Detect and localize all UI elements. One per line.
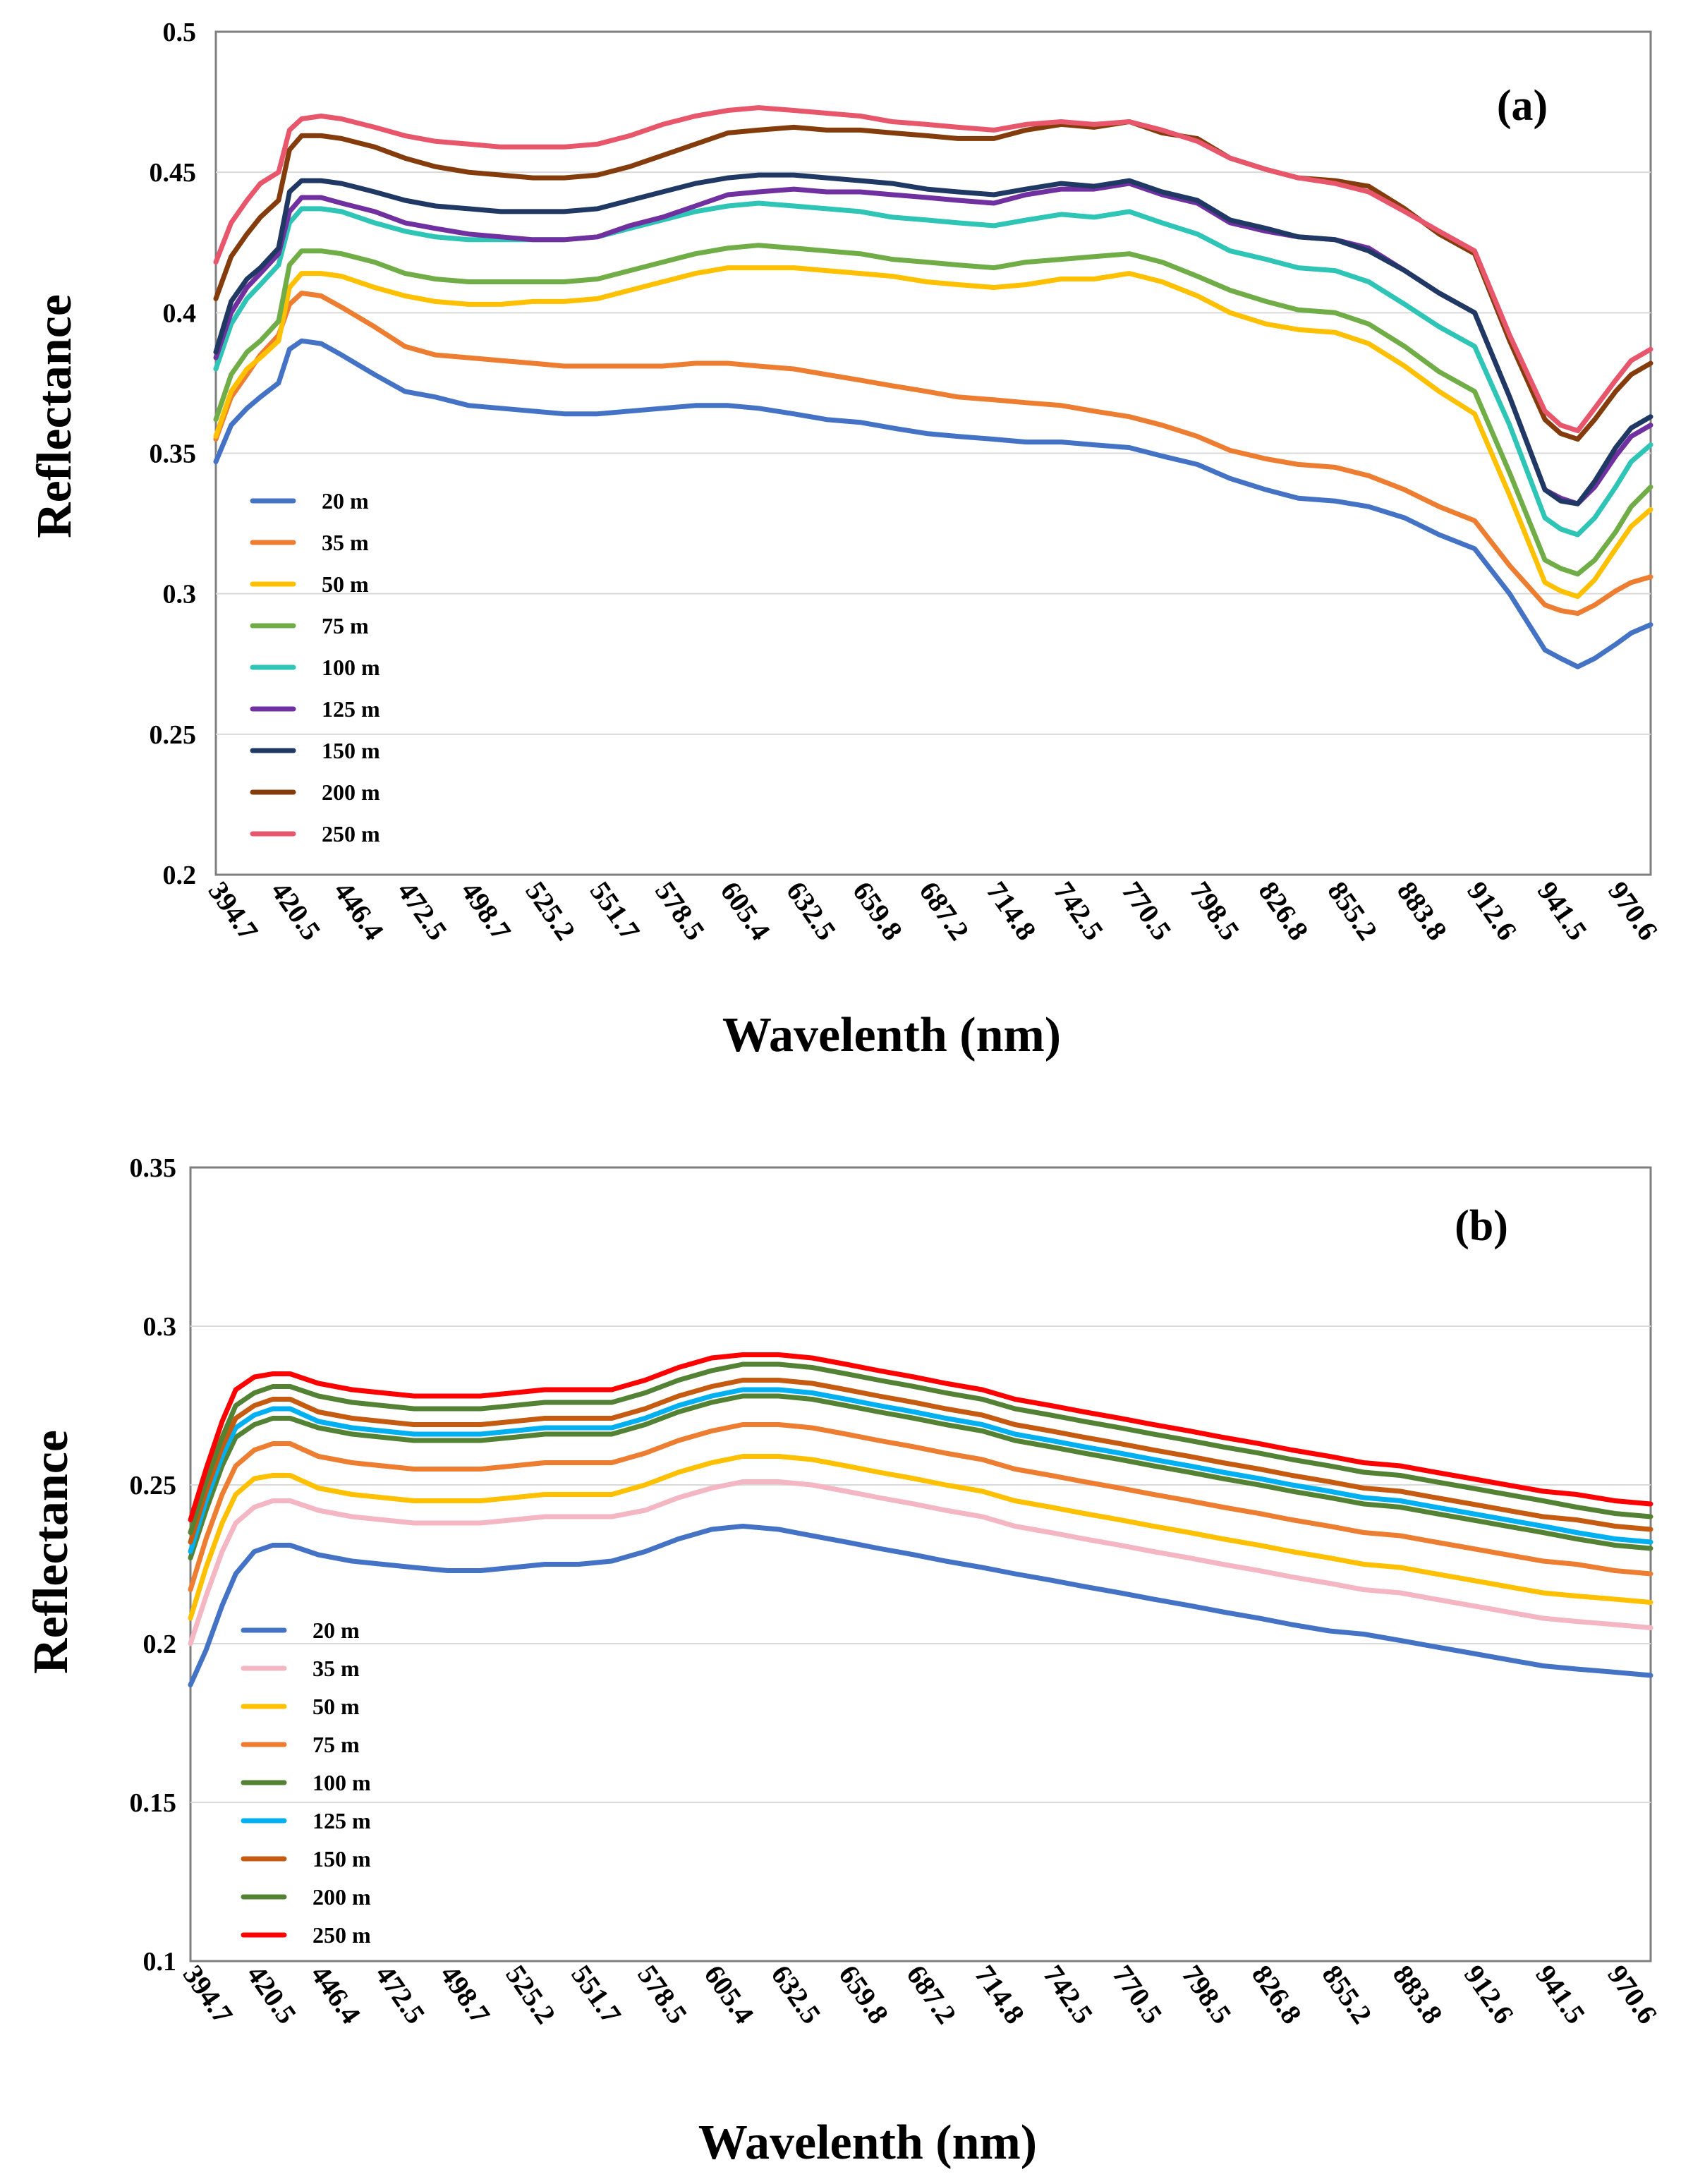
panel-a-series-line-100m bbox=[213, 200, 1653, 538]
panel-b-series-line-125m bbox=[188, 1387, 1653, 1554]
panel-b-legend: 20 m 35 m 50 m 75 m 100 m 125 m 150 m 200 m 250 … bbox=[241, 1618, 371, 1948]
panel-b-plot-frame bbox=[189, 1166, 1652, 1962]
panel-a-series-line-20m bbox=[213, 338, 1653, 669]
panel-b-y-tick-label: 0.15 bbox=[130, 1788, 177, 1818]
panel-a-legend-label: 75 m bbox=[322, 613, 369, 638]
panel-a-y-tick-label: 0.4 bbox=[163, 298, 197, 328]
panel-b-y-axis-ticks: 0.1 0.15 0.2 0.25 0.3 0.35 bbox=[130, 1153, 177, 1977]
panel-b-legend-label: 35 m bbox=[312, 1656, 360, 1681]
panel-a-series-line-250m bbox=[213, 105, 1653, 434]
panel-b-series-line-200m bbox=[188, 1361, 1653, 1535]
panel-a-y-axis-ticks: 0.2 0.25 0.3 0.35 0.4 0.45 0.5 bbox=[150, 18, 197, 890]
panel-b-series-line-20m bbox=[188, 1524, 1653, 1687]
panel-a-legend-label: 50 m bbox=[322, 571, 369, 597]
panel-a-legend-label: 150 m bbox=[322, 738, 380, 763]
panel-b-legend-label: 250 m bbox=[312, 1922, 371, 1948]
chart-panel-b: 0.10.150.20.250.30.35 394.7 420.5 446.4 472… bbox=[24, 1153, 1664, 2170]
panel-b-y-tick-label: 0.25 bbox=[130, 1471, 177, 1500]
panel-b-y-tick-label: 0.1 bbox=[143, 1947, 177, 1977]
panel-a-y-tick-label: 0.3 bbox=[163, 580, 197, 609]
panel-b-legend-label: 20 m bbox=[312, 1618, 360, 1643]
panel-b-series-line-35m bbox=[188, 1479, 1653, 1646]
panel-b-y-axis-title: Reflectance bbox=[24, 1430, 78, 1674]
panel-a-x-axis-title: Wavelenth (nm) bbox=[722, 1008, 1061, 1062]
panel-b-series-line-50m bbox=[188, 1454, 1653, 1621]
panel-b-series-line-150m bbox=[188, 1378, 1653, 1545]
panel-b-legend-label: 50 m bbox=[312, 1694, 360, 1719]
panel-a-series-line-50m bbox=[213, 265, 1653, 600]
panel-a-series bbox=[213, 105, 1653, 669]
panel-b-series bbox=[188, 1352, 1653, 1687]
panel-b-y-tick-label: 0.3 bbox=[143, 1312, 177, 1342]
panel-b-legend-label: 125 m bbox=[312, 1808, 371, 1833]
panel-b-series-line-75m bbox=[188, 1422, 1653, 1592]
panel-b-y-tick-label: 0.35 bbox=[130, 1153, 177, 1183]
panel-a-legend-label: 35 m bbox=[322, 530, 369, 555]
panel-a-series-line-35m bbox=[213, 291, 1653, 617]
panel-a-legend: 20 m 35 m 50 m 75 m 100 m 125 m 150 m 200 m 250 … bbox=[250, 488, 380, 847]
panel-a-y-tick-label: 0.5 bbox=[163, 18, 197, 47]
panel-a-legend-label: 200 m bbox=[322, 779, 380, 805]
panel-a-y-tick-label: 0.45 bbox=[150, 158, 197, 188]
panel-b-x-axis-title: Wavelenth (nm) bbox=[698, 2116, 1037, 2170]
panel-a-series-line-150m bbox=[213, 172, 1653, 506]
panel-b-label: (b) bbox=[1455, 1202, 1508, 1250]
panel-b-series-line-250m bbox=[188, 1352, 1653, 1522]
panel-a-legend-label: 250 m bbox=[322, 821, 380, 847]
panel-a-y-tick-label: 0.25 bbox=[150, 720, 197, 750]
panel-a-y-tick-label: 0.35 bbox=[150, 439, 197, 469]
panel-a-y-tick-label: 0.2 bbox=[163, 861, 197, 890]
panel-b-legend-label: 75 m bbox=[312, 1732, 360, 1757]
panel-a-y-axis-title: Reflectance bbox=[28, 294, 82, 538]
panel-b-legend-label: 100 m bbox=[312, 1770, 371, 1795]
panel-b-legend-label: 200 m bbox=[312, 1884, 371, 1910]
panel-b-legend-label: 150 m bbox=[312, 1846, 371, 1871]
panel-a-label: (a) bbox=[1497, 82, 1548, 130]
panel-a-legend-label: 20 m bbox=[322, 488, 369, 514]
panel-b-series-line-100m bbox=[188, 1393, 1653, 1560]
panel-a-legend-label: 100 m bbox=[322, 655, 380, 680]
panel-b-y-tick-label: 0.2 bbox=[143, 1630, 177, 1659]
panel-a-series-line-75m bbox=[213, 243, 1653, 577]
panel-a-legend-label: 125 m bbox=[322, 696, 380, 722]
